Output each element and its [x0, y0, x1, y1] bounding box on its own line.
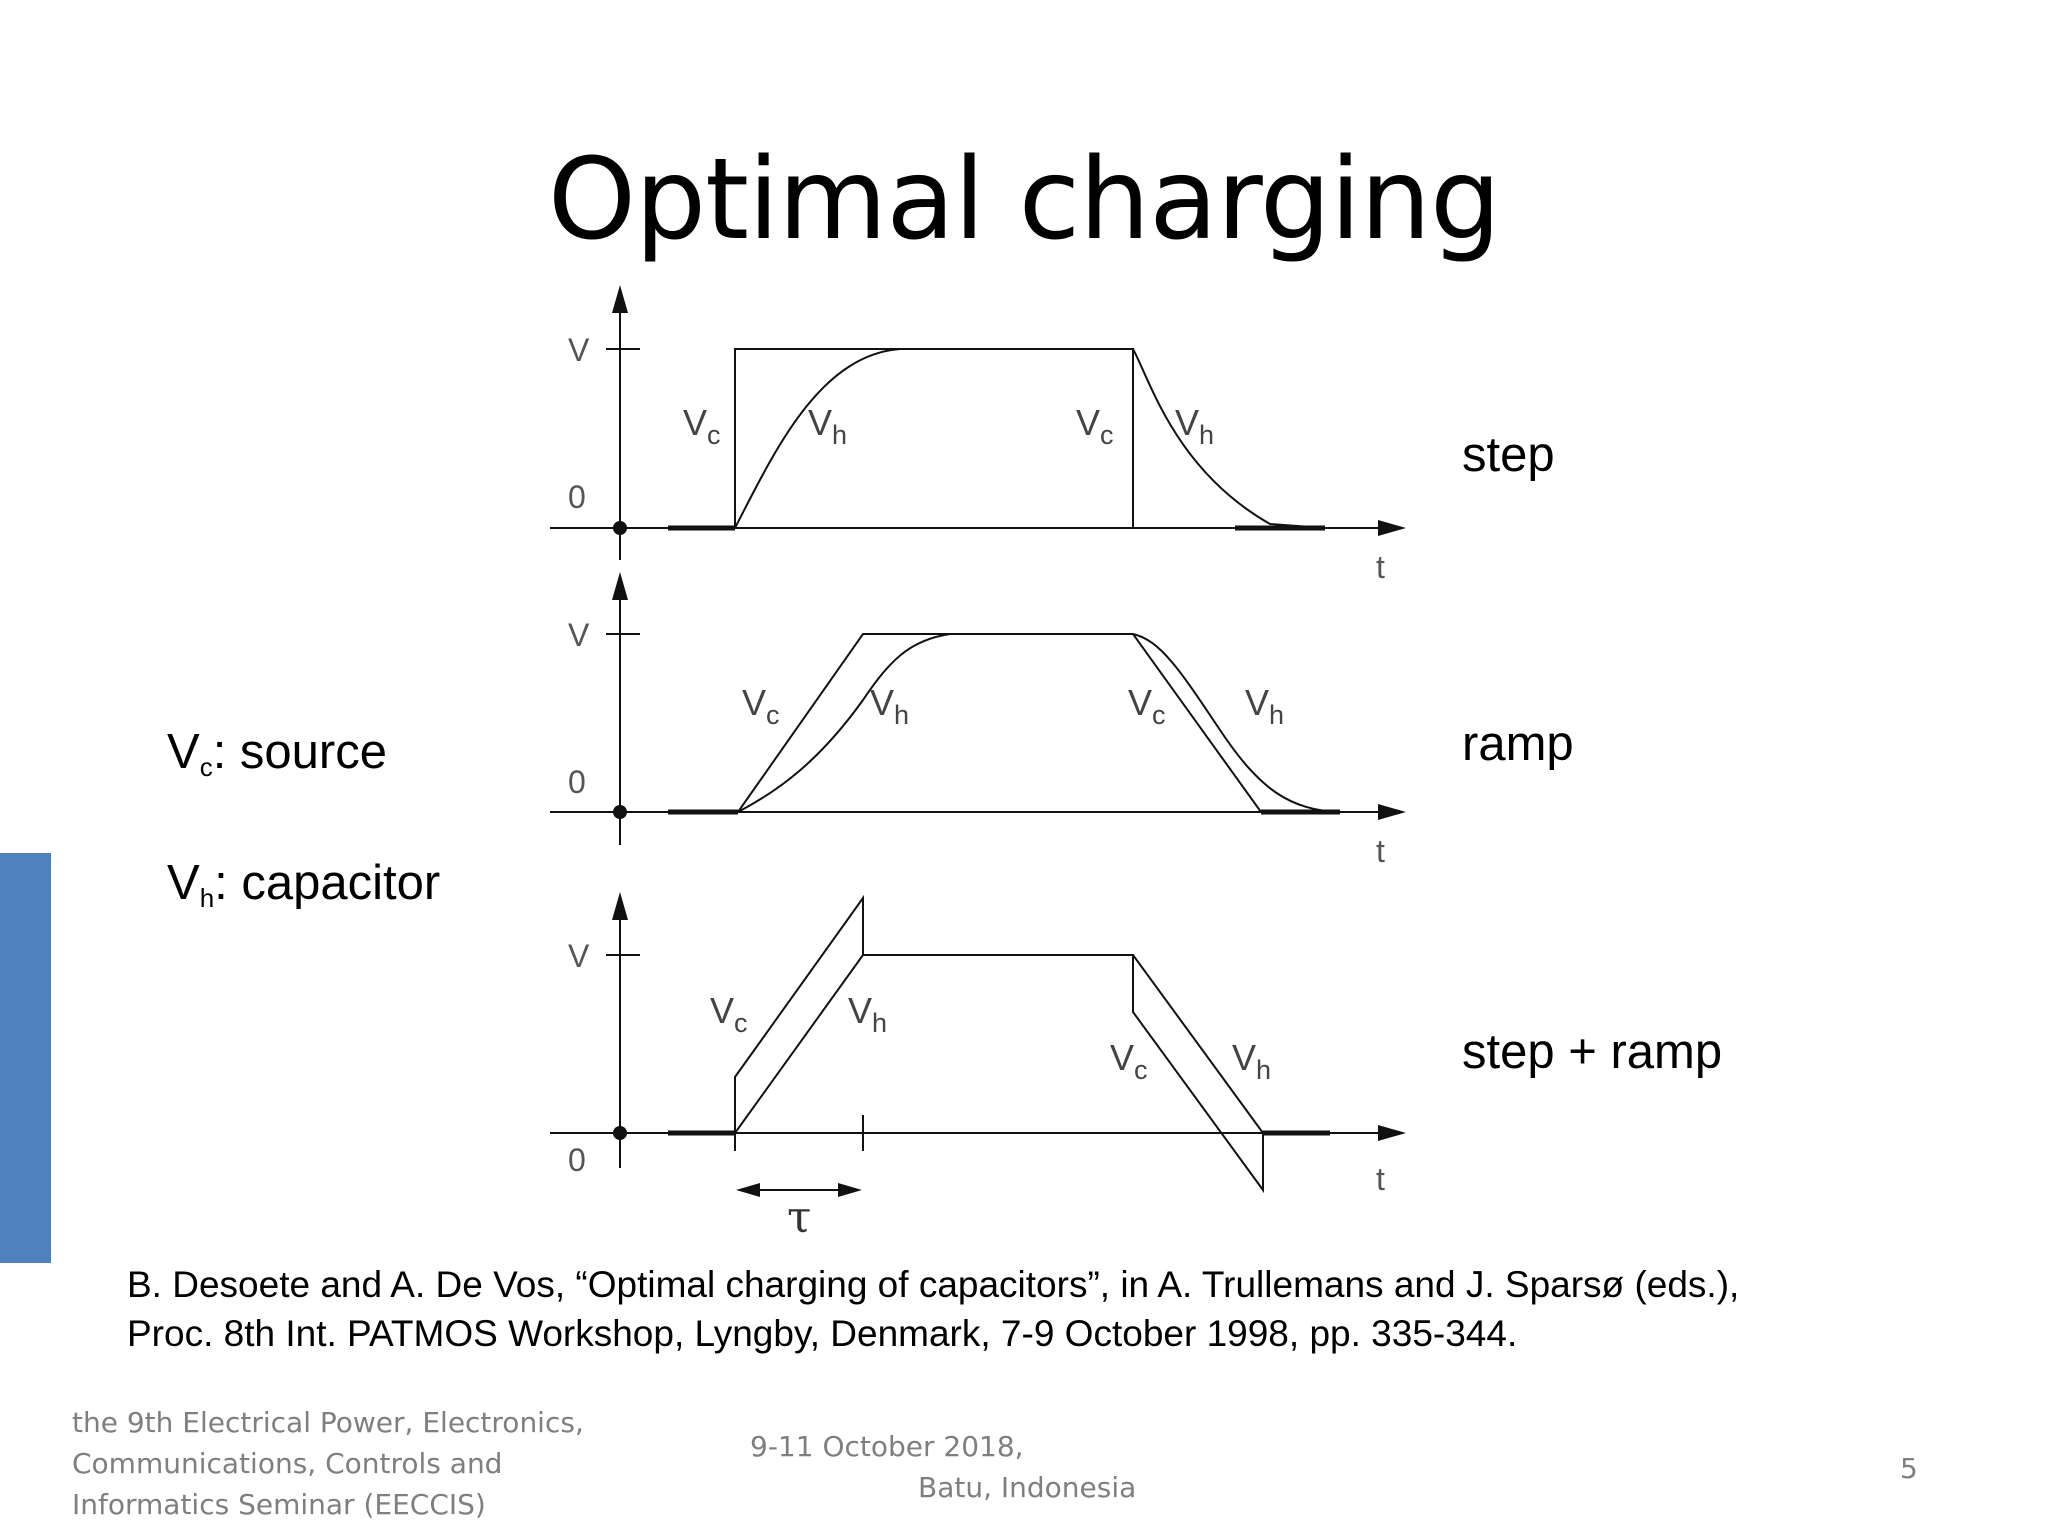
footer-date-place: 9-11 October 2018, Batu, Indonesia	[750, 1426, 1150, 1508]
tau-label: τ	[787, 1192, 811, 1243]
x-axis-arrow	[1378, 804, 1406, 820]
tau-arrow-left	[736, 1183, 760, 1197]
legend-capacitor-text: : capacitor	[214, 856, 441, 910]
panel-label-step-ramp: step + ramp	[1462, 1025, 1723, 1079]
vc-label: Vc	[1110, 1037, 1148, 1085]
citation-line-2: Proc. 8th Int. PATMOS Workshop, Lyngby, …	[127, 1313, 1518, 1354]
footer-event: the 9th Electrical Power, Electronics, C…	[72, 1402, 632, 1525]
legend-source: Vc: source	[167, 724, 387, 795]
vh-label: Vh	[808, 402, 847, 450]
tau-arrow-right	[838, 1183, 862, 1197]
footer-date: 9-11 October 2018,	[750, 1430, 1024, 1463]
panel-ramp: V 0 t Vc Vh Vc Vh	[550, 572, 1406, 869]
origin-dot	[613, 521, 627, 535]
v-level-label: V	[568, 938, 590, 974]
vc-label: Vc	[710, 990, 748, 1038]
vh-waveform	[737, 633, 1341, 813]
legend-capacitor: Vh: capacitor	[167, 855, 440, 926]
panel-label-step: step	[1462, 428, 1555, 482]
slide-number: 5	[1900, 1452, 1918, 1485]
origin-dot	[613, 1126, 627, 1140]
y-axis-arrow	[612, 892, 628, 920]
v-level-label: V	[568, 332, 590, 368]
accent-bar	[0, 853, 51, 1263]
legend-capacitor-symbol: V	[167, 856, 200, 910]
panel-label-ramp: ramp	[1462, 717, 1574, 771]
origin-dot	[613, 805, 627, 819]
citation-line-1: B. Desoete and A. De Vos, “Optimal charg…	[127, 1264, 1740, 1305]
legend-source-text: : source	[212, 725, 387, 779]
slide-title: Optimal charging	[547, 135, 1501, 265]
x-axis-arrow	[1378, 520, 1406, 536]
legend-capacitor-subscript: h	[199, 883, 215, 913]
citation: B. Desoete and A. De Vos, “Optimal charg…	[127, 1260, 2007, 1358]
vh-label: Vh	[848, 990, 887, 1038]
t-axis-label: t	[1376, 549, 1385, 585]
x-axis-arrow	[1378, 1125, 1406, 1141]
panel-step-ramp: V 0 t τ Vc Vh Vc Vh	[550, 892, 1406, 1243]
vc-label: Vc	[1128, 682, 1166, 730]
footer-event-line: the 9th Electrical Power, Electronics,	[72, 1406, 584, 1439]
vc-label: Vc	[1076, 402, 1114, 450]
zero-label: 0	[568, 764, 586, 800]
y-axis-arrow	[612, 285, 628, 313]
panel-step: V 0 t Vc Vh Vc Vh	[550, 285, 1406, 585]
y-axis-arrow	[612, 572, 628, 600]
vh-waveform	[734, 348, 1326, 529]
footer-event-line: Communications, Controls and	[72, 1447, 503, 1480]
vh-label: Vh	[1175, 402, 1214, 450]
vh-label: Vh	[1245, 682, 1284, 730]
legend-source-symbol: V	[167, 725, 200, 779]
footer-event-line: Informatics Seminar (EECCIS)	[72, 1488, 486, 1521]
vc-waveform	[668, 894, 1330, 1194]
vh-label: Vh	[1232, 1037, 1271, 1085]
zero-label: 0	[568, 1142, 586, 1178]
zero-label: 0	[568, 479, 586, 515]
t-axis-label: t	[1376, 1161, 1385, 1197]
vc-waveform	[668, 348, 1325, 529]
vc-label: Vc	[683, 402, 721, 450]
t-axis-label: t	[1376, 833, 1385, 869]
legend-source-subscript: c	[199, 752, 213, 782]
vc-label: Vc	[742, 682, 780, 730]
footer-place: Batu, Indonesia	[918, 1471, 1137, 1504]
v-level-label: V	[568, 617, 590, 653]
vh-label: Vh	[870, 682, 909, 730]
vh-waveform	[734, 954, 1264, 1134]
